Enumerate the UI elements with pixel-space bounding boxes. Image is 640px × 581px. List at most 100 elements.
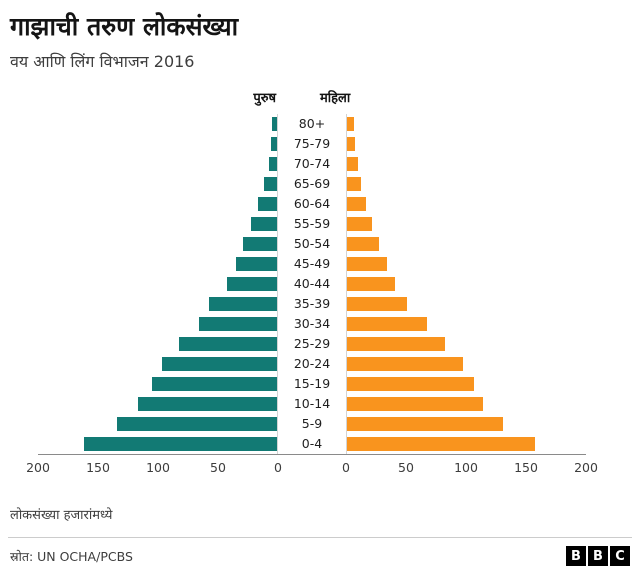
male-bar-cell [38,374,278,394]
age-label: 10-14 [293,396,331,411]
female-bar [347,237,380,251]
male-bar-cell [38,394,278,414]
female-bar-cell [346,234,586,254]
pyramid-row: 65-69 [38,174,586,194]
female-bar [347,377,475,391]
page-subtitle: वय आणि लिंग विभाजन 2016 [10,52,195,71]
male-bar [272,117,277,131]
page-title: गाझाची तरुण लोकसंख्या [10,12,239,41]
bbc-logo-block: B [566,546,586,566]
pyramid-row: 10-14 [38,394,586,414]
female-bar [347,357,464,371]
female-bar-cell [346,434,586,454]
age-label: 25-29 [293,336,331,351]
x-axis: 0 50 100 150 200 0 50 100 150 200 [26,455,598,479]
age-label: 40-44 [293,276,331,291]
source-text: स्रोत: UN OCHA/PCBS [10,548,133,564]
male-bar-cell [38,214,278,234]
male-bar [250,217,277,231]
male-bar-cell [38,274,278,294]
age-label: 55-59 [293,216,331,231]
male-bar-cell [38,174,278,194]
male-bar [263,177,277,191]
axis-tick-label: 200 [574,460,598,475]
male-bar-cell [38,314,278,334]
pyramid-row: 75-79 [38,134,586,154]
female-bar-cell [346,254,586,274]
male-bar-cell [38,354,278,374]
male-bar-cell [38,234,278,254]
pyramid-row: 45-49 [38,254,586,274]
series-labels: पुरुष महिला [38,88,586,106]
female-bar [347,157,358,171]
female-bar-cell [346,394,586,414]
female-bar-cell [346,194,586,214]
female-bar [347,317,428,331]
age-label: 0-4 [301,436,323,451]
axis-tick-label: 150 [86,460,110,475]
female-bar-cell [346,134,586,154]
female-bar [347,397,483,411]
male-bar [178,337,277,351]
female-bar-cell [346,274,586,294]
male-bar-cell [38,254,278,274]
age-label: 70-74 [293,156,331,171]
age-label: 45-49 [293,256,331,271]
pyramid-row: 40-44 [38,274,586,294]
pyramid-row: 80+ [38,114,586,134]
female-bar-cell [346,174,586,194]
male-bar [137,397,277,411]
male-bar [226,277,277,291]
female-bar [347,277,395,291]
female-bar-cell [346,214,586,234]
axis-tick-label: 100 [146,460,170,475]
female-bar [347,297,407,311]
pyramid-row: 60-64 [38,194,586,214]
female-bar [347,437,536,451]
female-bar [347,177,362,191]
male-bar [161,357,277,371]
axis-tick-label: 50 [398,460,414,475]
pyramid-row: 35-39 [38,294,586,314]
male-bar [152,377,277,391]
pyramid-row: 0-4 [38,434,586,454]
male-bar [199,317,277,331]
male-bar-cell [38,334,278,354]
age-label: 65-69 [293,176,331,191]
female-bar-cell [346,414,586,434]
axis-left: 0 50 100 150 200 [26,455,282,479]
male-bar-cell [38,134,278,154]
pyramid-rows: 80+ 75-79 70-74 65-69 60-64 55-59 50-54 45-49 40… [38,114,586,455]
female-bar-cell [346,154,586,174]
female-bar-cell [346,294,586,314]
axis-tick-label: 50 [210,460,226,475]
female-bar [347,417,503,431]
male-bar-cell [38,414,278,434]
pyramid-row: 55-59 [38,214,586,234]
axis-tick-label: 0 [342,460,350,475]
male-bar [83,437,277,451]
bbc-logo-block: C [610,546,630,566]
age-label: 30-34 [293,316,331,331]
axis-tick-label: 200 [26,460,50,475]
female-bar [347,337,446,351]
male-bar-cell [38,114,278,134]
age-label: 80+ [298,116,326,131]
female-bar-cell [346,114,586,134]
male-series-label: पुरुष [253,91,276,106]
pyramid-row: 50-54 [38,234,586,254]
male-bar [243,237,277,251]
pyramid-row: 15-19 [38,374,586,394]
age-label: 20-24 [293,356,331,371]
axis-tick-label: 100 [454,460,478,475]
male-bar [257,197,277,211]
age-label: 15-19 [293,376,331,391]
axis-right: 0 50 100 150 200 [342,455,598,479]
bbc-logo-block: B [588,546,608,566]
male-bar [271,137,277,151]
pyramid-row: 25-29 [38,334,586,354]
female-bar [347,137,356,151]
female-bar-cell [346,374,586,394]
